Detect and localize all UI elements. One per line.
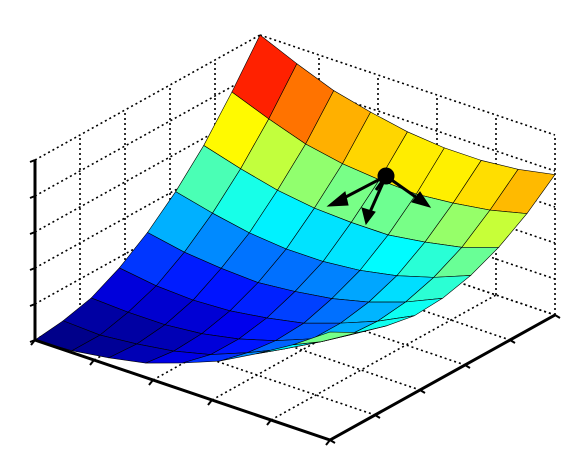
tick-mark [29, 231, 36, 235]
tick-mark [464, 364, 471, 369]
tick-mark [374, 414, 381, 419]
tick-mark [266, 419, 272, 426]
tick-mark [509, 339, 516, 344]
tick-mark [29, 303, 36, 307]
tick-mark [325, 439, 331, 446]
tick-mark [148, 379, 154, 386]
tick-mark [29, 267, 36, 271]
tick-mark [419, 389, 426, 394]
camera-glyph [326, 167, 432, 226]
tick-mark [29, 339, 36, 343]
tick-mark [29, 159, 36, 163]
tick-mark [207, 399, 213, 406]
axes [29, 159, 561, 446]
surface-patch [293, 331, 359, 345]
tick-mark [89, 359, 95, 366]
tick-mark [329, 439, 336, 444]
axis-line [33, 160, 556, 442]
grid-line [259, 34, 556, 136]
surface [34, 34, 556, 364]
tick-mark [29, 195, 36, 199]
tick-mark [554, 314, 561, 319]
